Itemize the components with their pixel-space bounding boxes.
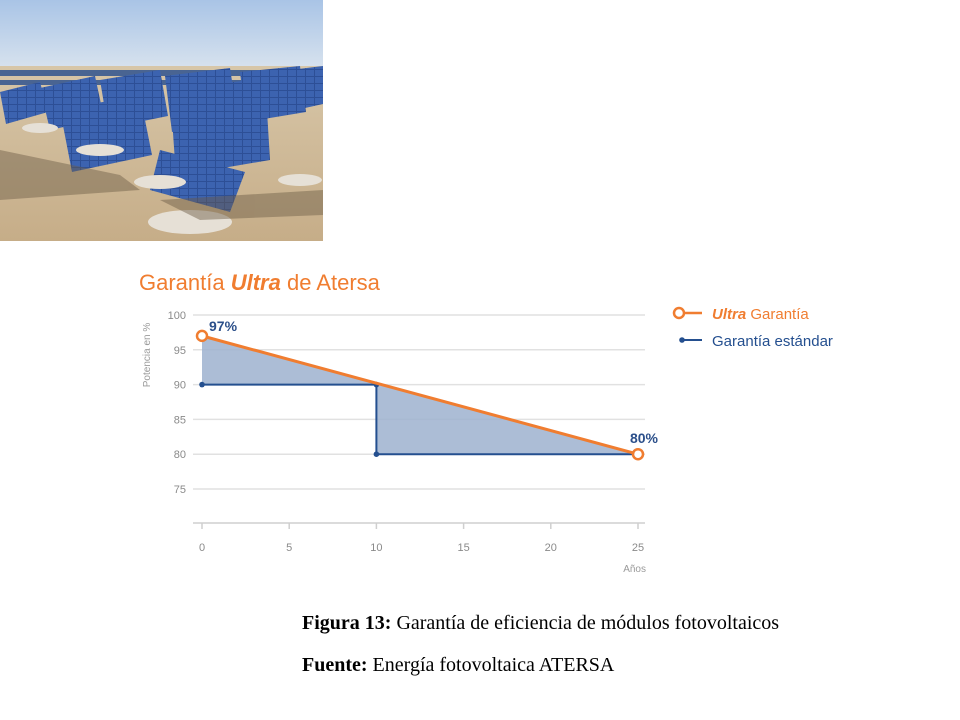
- annotation-80: 80%: [630, 430, 659, 446]
- x-tick-label: 15: [457, 542, 469, 554]
- source-caption-label: Fuente:: [302, 654, 368, 676]
- standard-warranty-line: [202, 383, 638, 456]
- standard-warranty-point: [373, 451, 380, 458]
- chart-axes: 0 5 10 15 20 25 75 80 85 90 95 100 Años Potencia en %: [142, 310, 646, 575]
- ultra-warranty-line: [201, 334, 639, 456]
- chart-series: [195, 329, 645, 461]
- chart-title: Garantía Ultra de Atersa: [139, 270, 381, 295]
- x-axis-label: Años: [623, 564, 646, 575]
- x-tick-label: 0: [199, 542, 205, 554]
- legend-ultra-swatch-marker: [672, 306, 686, 320]
- y-tick-label: 80: [174, 449, 186, 461]
- source-caption: Fuente: Energía fotovoltaica ATERSA: [302, 654, 614, 677]
- x-tick-label: 10: [370, 542, 382, 554]
- figure-caption-text: Garantía de eficiencia de módulos fotovo…: [391, 612, 780, 634]
- ultra-warranty-point: [631, 447, 645, 461]
- x-tick-label: 25: [632, 542, 644, 554]
- y-axis-label: Potencia en %: [142, 323, 153, 388]
- chart-title-part: de Atersa: [281, 270, 381, 295]
- x-tick-label: 5: [286, 542, 292, 554]
- legend-ultra-label-part: Ultra: [712, 306, 746, 323]
- legend-ultra-label-part: Garantía: [746, 306, 809, 323]
- y-tick-label: 90: [174, 380, 186, 392]
- y-tick-label: 85: [174, 414, 186, 426]
- legend-ultra-label: Ultra Garantía: [712, 306, 809, 323]
- chart-labels: 97% 80%: [209, 318, 659, 446]
- legend-standard-swatch-marker: [679, 337, 685, 343]
- chart-title-part: Garantía: [139, 270, 231, 295]
- source-caption-text: Energía fotovoltaica ATERSA: [367, 654, 615, 676]
- standard-warranty-point: [199, 381, 205, 388]
- figure-caption: Figura 13: Garantía de eficiencia de mód…: [302, 612, 779, 635]
- solar-panel-field-photo: [0, 0, 323, 241]
- ultra-warranty-point: [195, 329, 209, 343]
- x-tick-label: 20: [545, 542, 557, 554]
- y-tick-label: 95: [174, 345, 186, 357]
- figure-caption-label: Figura 13:: [302, 612, 392, 634]
- chart-title-part: Ultra: [231, 270, 281, 295]
- y-tick-label: 100: [168, 310, 186, 322]
- legend-standard-label: Garantía estándar: [712, 333, 833, 350]
- annotation-97: 97%: [209, 318, 238, 334]
- y-tick-label: 75: [174, 484, 186, 496]
- chart-legend: Ultra Garantía Garantía estándar: [672, 306, 833, 350]
